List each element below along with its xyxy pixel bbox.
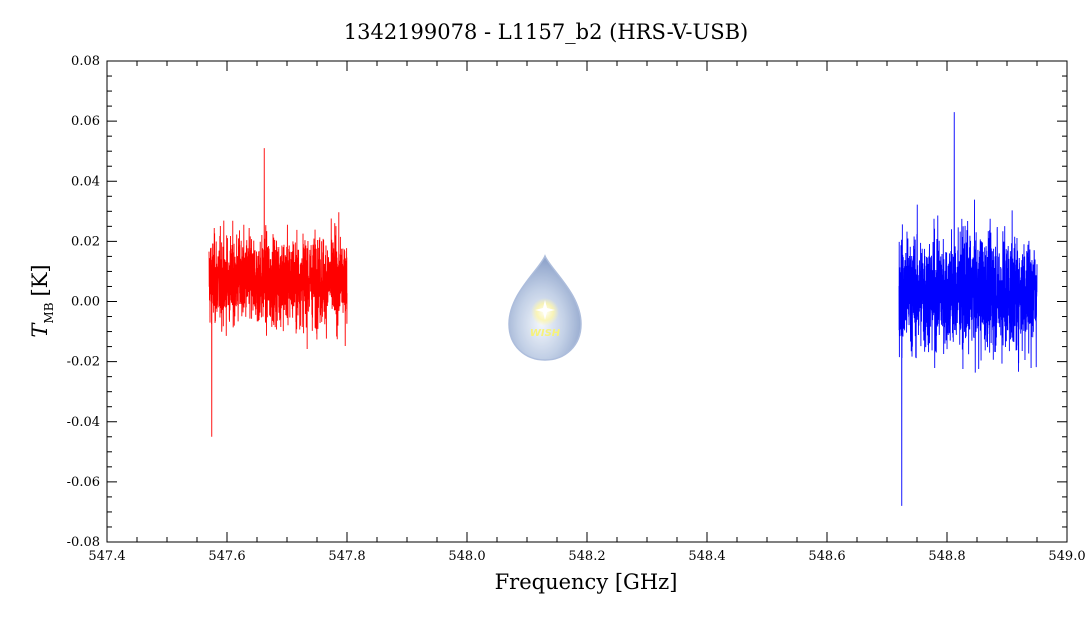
ticks-group: 547.4 547.6 547.8 548.0 548.2 548.4 548.6 548.8…: [67, 54, 1086, 564]
y-tick-label: 0.04: [71, 174, 100, 189]
series-group: [208, 112, 1038, 506]
y-tick-label: 0.00: [71, 295, 100, 310]
y-tick-label: -0.04: [67, 415, 100, 430]
x-tick-label: 548.8: [928, 549, 965, 564]
x-tick-label: 548.4: [688, 549, 725, 564]
y-tick-label: -0.06: [67, 475, 100, 490]
y-tick-label: -0.02: [67, 355, 100, 370]
svg-text:TMB[K]: TMB [K]: [28, 264, 56, 337]
star-icon: [535, 300, 555, 320]
y-axis-title-main: T: [28, 322, 52, 338]
x-tick-label: 548.0: [448, 549, 485, 564]
spectrum-series-1: [208, 148, 348, 437]
y-tick-label: -0.08: [67, 535, 100, 550]
y-tick-label: 0.06: [71, 114, 100, 129]
x-tick-label: 549.0: [1048, 549, 1085, 564]
x-tick-label: 548.2: [568, 549, 605, 564]
y-tick-label: 0.08: [71, 54, 100, 69]
x-axis-title: Frequency [GHz]: [495, 570, 678, 594]
spectrum-series-2: [898, 112, 1038, 506]
y-axis-title-sub: MB: [42, 302, 56, 323]
y-axis-title-unit: [K]: [28, 264, 52, 296]
chart-title: 1342199078 - L1157_b2 (HRS-V-USB): [344, 20, 749, 44]
x-tick-label: 547.8: [328, 549, 365, 564]
x-tick-label: 547.4: [88, 549, 125, 564]
y-axis-title: TMB [K]: [28, 264, 56, 337]
x-tick-label: 547.6: [208, 549, 245, 564]
logo-label: WISH: [530, 328, 561, 339]
y-tick-label: 0.02: [71, 234, 100, 249]
x-tick-label: 548.6: [808, 549, 845, 564]
wish-logo: WISH: [508, 254, 582, 361]
